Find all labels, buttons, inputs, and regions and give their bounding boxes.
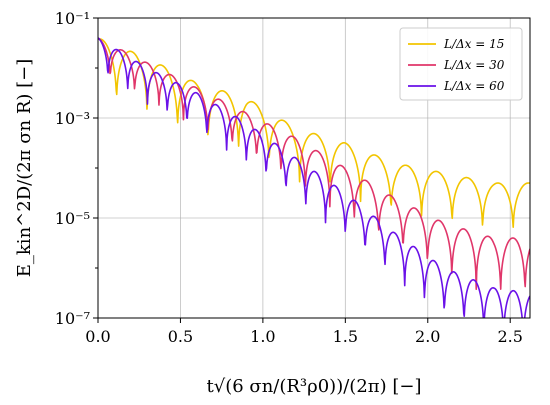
x-axis-label: t√(6 σn/(R³ρ0))/(2π) [−] [207, 376, 422, 397]
series-line-1 [98, 38, 530, 228]
x-tick-label: 0.5 [168, 327, 193, 346]
y-axis-ticks: 10⁻⁷ 10⁻⁵ 10⁻³ 10⁻¹ [55, 9, 98, 328]
x-tick-label: 1.0 [250, 327, 275, 346]
x-axis-ticks: 0.0 0.5 1.0 1.5 2.0 2.5 [85, 318, 523, 346]
legend: L/Δx = 15 L/Δx = 30 L/Δx = 60 [399, 27, 523, 101]
y-tick-label: 10⁻⁵ [55, 209, 90, 228]
legend-label: L/Δx = 30 [443, 58, 505, 72]
x-tick-label: 1.5 [333, 327, 358, 346]
x-tick-label: 2.0 [415, 327, 440, 346]
x-tick-label: 2.5 [497, 327, 522, 346]
y-tick-label: 10⁻⁷ [55, 309, 90, 328]
y-axis-label: E_kin^2D/(2π σn R) [−] [14, 59, 35, 277]
x-tick-label: 0.0 [85, 327, 110, 346]
y-tick-label: 10⁻¹ [55, 9, 90, 28]
series-line-3 [98, 37, 530, 318]
y-tick-label: 10⁻³ [55, 109, 90, 128]
series-lines [98, 37, 530, 318]
legend-label: L/Δx = 15 [443, 37, 504, 51]
legend-box [399, 27, 523, 101]
series-line-2 [98, 37, 530, 290]
legend-label: L/Δx = 60 [443, 79, 505, 93]
